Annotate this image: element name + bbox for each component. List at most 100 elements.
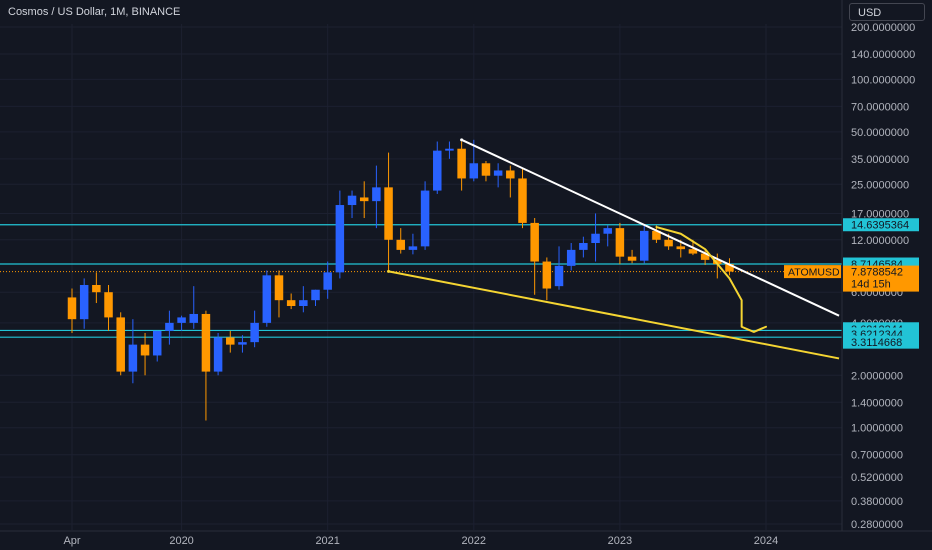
candle bbox=[104, 284, 113, 331]
y-tick-label: 0.3800000 bbox=[851, 496, 903, 508]
x-tick-label: 2021 bbox=[315, 535, 339, 547]
candle-body bbox=[566, 249, 576, 266]
candle bbox=[445, 141, 454, 159]
y-tick-label: 35.0000000 bbox=[851, 154, 909, 166]
candle-body bbox=[274, 275, 284, 301]
currency-button[interactable]: USD bbox=[849, 3, 925, 21]
candle bbox=[165, 310, 174, 345]
y-tick-label: 0.7000000 bbox=[851, 450, 903, 462]
y-tick-label: 25.0000000 bbox=[851, 179, 909, 191]
candle-body bbox=[603, 228, 612, 234]
y-tick-label: 0.5200000 bbox=[851, 472, 903, 484]
candle bbox=[713, 253, 722, 279]
candle bbox=[213, 332, 223, 376]
trendlines-layer bbox=[387, 138, 840, 360]
candle bbox=[79, 278, 89, 329]
candle bbox=[433, 141, 442, 194]
candle bbox=[579, 236, 588, 258]
candle-body bbox=[311, 289, 320, 301]
candle-body bbox=[676, 246, 686, 250]
candle bbox=[92, 272, 101, 304]
candle bbox=[189, 286, 199, 329]
candle-body bbox=[165, 322, 174, 331]
candle bbox=[652, 225, 661, 244]
candle-body bbox=[493, 170, 503, 176]
candle-body bbox=[615, 228, 625, 257]
white-trendline bbox=[461, 138, 840, 317]
candle-body bbox=[152, 330, 162, 356]
price-badge bbox=[843, 265, 919, 292]
candle bbox=[493, 163, 503, 188]
y-tick-label: 17.0000000 bbox=[851, 208, 909, 220]
candle bbox=[615, 222, 625, 265]
candle bbox=[299, 286, 308, 313]
candle bbox=[457, 141, 466, 191]
y-tick-label: 12.0000000 bbox=[851, 235, 909, 247]
candle bbox=[627, 249, 637, 264]
y-tick-label: 1.4000000 bbox=[851, 397, 903, 409]
candle bbox=[177, 315, 186, 331]
candle bbox=[396, 228, 405, 254]
candle-body bbox=[627, 256, 637, 261]
candle-body bbox=[554, 265, 564, 287]
candle bbox=[140, 332, 150, 376]
candle-body bbox=[725, 264, 734, 272]
chart-title: Cosmos / US Dollar, 1M, BINANCE bbox=[8, 6, 181, 18]
candle-body bbox=[116, 317, 125, 372]
candle-body bbox=[542, 261, 552, 289]
candle bbox=[226, 330, 235, 353]
symbol-tag-label: ATOMUSD bbox=[788, 267, 840, 279]
candle bbox=[725, 258, 734, 276]
candle-body bbox=[372, 187, 381, 202]
candle bbox=[639, 225, 649, 264]
candle-body bbox=[591, 233, 600, 244]
candle-body bbox=[664, 239, 673, 247]
candle-body bbox=[688, 249, 698, 254]
candle-body bbox=[445, 148, 454, 151]
y-tick-label: 1.0000000 bbox=[851, 423, 903, 435]
candle-body bbox=[226, 337, 235, 345]
candle-body bbox=[104, 292, 113, 318]
candle bbox=[152, 330, 162, 362]
price-badge-label: 7.8788542 bbox=[851, 267, 903, 279]
candle bbox=[603, 225, 612, 247]
candle-body bbox=[506, 170, 515, 179]
candle bbox=[335, 190, 345, 279]
candle bbox=[566, 243, 576, 271]
candle bbox=[481, 161, 491, 182]
candle-body bbox=[323, 272, 332, 290]
price-badge bbox=[843, 335, 919, 349]
candle-body bbox=[713, 259, 722, 265]
price-badge-label: 14.6395364 bbox=[851, 220, 909, 232]
candle-body bbox=[359, 197, 369, 202]
candle-body bbox=[238, 342, 247, 345]
candle bbox=[506, 165, 515, 198]
candle-body bbox=[299, 300, 308, 306]
candle bbox=[420, 181, 430, 250]
candle bbox=[250, 310, 259, 348]
candle-body bbox=[92, 284, 101, 293]
candle bbox=[286, 293, 296, 310]
candle-body bbox=[469, 163, 479, 179]
symbol-tag bbox=[784, 265, 841, 279]
candle bbox=[542, 257, 552, 301]
candle bbox=[201, 310, 211, 421]
candles-layer bbox=[67, 139, 734, 421]
candle-body bbox=[67, 297, 77, 320]
candle-body bbox=[189, 313, 199, 323]
candle bbox=[347, 190, 357, 219]
y-tick-label: 200.0000000 bbox=[851, 22, 915, 34]
y-tick-label: 0.2800000 bbox=[851, 519, 903, 531]
candle bbox=[554, 246, 564, 290]
candle bbox=[274, 270, 284, 318]
trendline-anchor bbox=[387, 269, 391, 273]
y-tick-label: 70.0000000 bbox=[851, 101, 909, 113]
candle bbox=[591, 213, 600, 262]
candle-body bbox=[347, 195, 357, 206]
yellow-trendline bbox=[388, 270, 840, 360]
y-tick-label: 100.0000000 bbox=[851, 74, 915, 86]
candle-body bbox=[262, 275, 272, 323]
candle-body bbox=[396, 239, 405, 250]
